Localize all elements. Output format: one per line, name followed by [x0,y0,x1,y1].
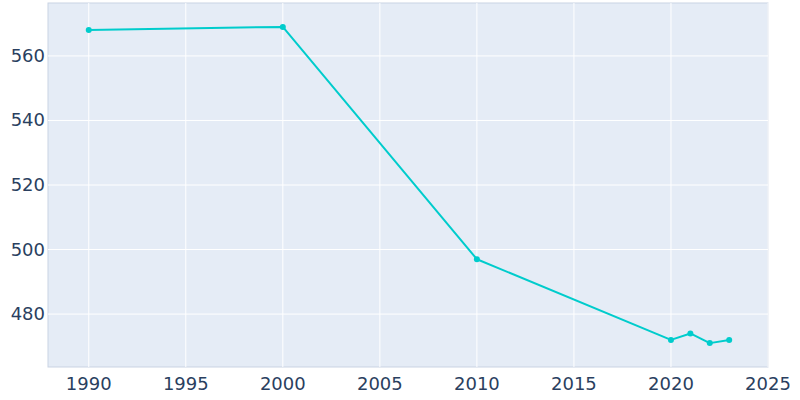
x-tick-label: 2025 [745,373,791,394]
chart: 1990 1995 2000 2005 2010 2015 2020 2025 480 500 52… [0,0,800,400]
x-tick-label: 1990 [66,373,112,394]
x-tick-label: 1995 [163,373,209,394]
series [86,24,732,346]
y-grid-line [48,120,768,121]
x-tick-label: 2015 [551,373,597,394]
line [89,27,729,343]
y-tick-label: 480 [11,303,45,324]
y-tick-label: 500 [11,239,45,260]
y-tick-label: 520 [11,174,45,195]
marker [280,24,286,30]
chart-container: 1990 1995 2000 2005 2010 2015 2020 2025 480 500 52… [0,0,800,400]
marker [86,27,92,33]
x-tick-label: 2010 [454,373,500,394]
x-tick-label: 2000 [260,373,306,394]
plot-area [48,3,768,367]
y-tick-label: 560 [11,45,45,66]
x-tick-label: 2005 [357,373,403,394]
tick-labels: 1990 1995 2000 2005 2010 2015 2020 2025 480 500 52… [11,45,791,394]
marker [668,337,674,343]
y-grid-line [48,314,768,315]
marker [707,340,713,346]
marker [474,256,480,262]
y-grid-line [48,55,768,56]
marker [726,337,732,343]
marker [687,330,693,336]
y-tick-label: 540 [11,109,45,130]
y-grid-line [48,249,768,250]
grid [48,3,768,367]
x-tick-label: 2020 [648,373,694,394]
y-grid-line [48,185,768,186]
